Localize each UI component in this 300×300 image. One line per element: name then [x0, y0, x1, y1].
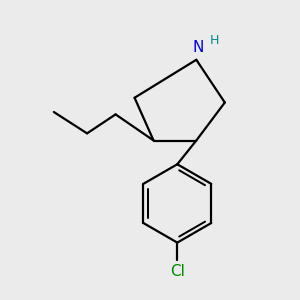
Text: N: N	[193, 40, 204, 55]
Text: Cl: Cl	[170, 264, 185, 279]
Text: H: H	[209, 34, 219, 47]
